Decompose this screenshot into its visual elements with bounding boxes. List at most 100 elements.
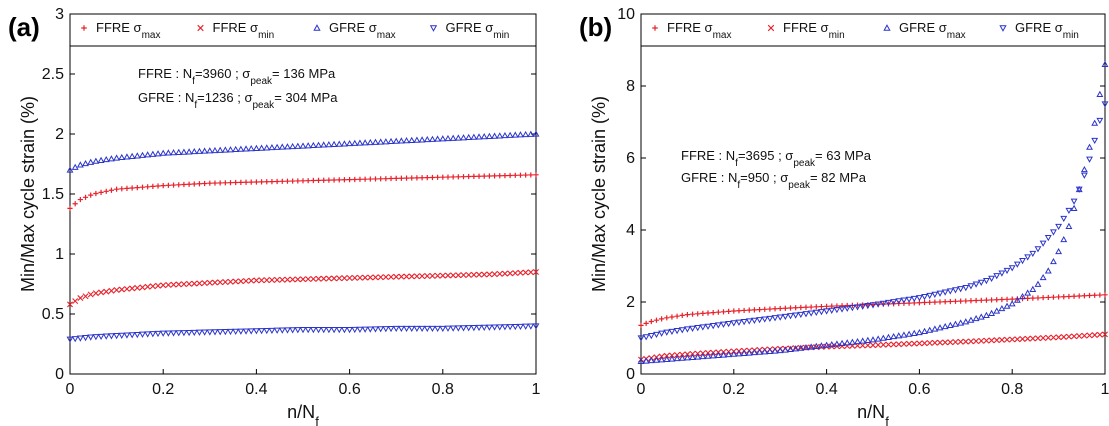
data-point	[813, 304, 819, 310]
data-point	[378, 176, 384, 182]
data-point	[710, 310, 716, 316]
data-point	[496, 132, 504, 139]
data-point	[144, 151, 152, 158]
data-point	[123, 332, 131, 339]
data-point	[92, 290, 99, 297]
data-point	[782, 305, 788, 311]
data-point	[222, 180, 228, 186]
data-point	[838, 339, 846, 346]
x-tick-label: 0.4	[815, 381, 837, 398]
data-point	[388, 273, 395, 280]
data-point	[279, 276, 286, 283]
data-point	[387, 325, 395, 333]
data-point	[133, 152, 141, 159]
data-point	[134, 185, 140, 191]
data-point	[1066, 293, 1072, 300]
data-point	[145, 184, 151, 190]
data-point	[305, 178, 311, 184]
data-point	[679, 312, 685, 318]
data-point	[689, 325, 697, 332]
data-point	[664, 315, 670, 321]
data-point	[382, 274, 389, 281]
data-point	[165, 182, 171, 188]
legend-box	[69, 13, 537, 47]
data-point	[1096, 331, 1103, 338]
data-point	[507, 172, 513, 179]
data-point	[678, 327, 686, 334]
data-point	[532, 130, 540, 137]
data-point	[243, 179, 249, 185]
data-point	[937, 339, 944, 346]
data-point	[941, 289, 949, 296]
data-point	[216, 329, 224, 336]
data-point	[673, 328, 681, 335]
data-point	[439, 272, 446, 279]
data-point	[341, 177, 348, 183]
x-tick-label: 0.8	[432, 381, 454, 398]
data-point	[1086, 292, 1093, 299]
data-point	[926, 292, 934, 300]
data-point	[72, 201, 78, 207]
data-point	[916, 340, 923, 347]
data-point	[864, 342, 871, 349]
data-point	[150, 183, 156, 189]
data-point	[910, 295, 918, 303]
data-point	[921, 327, 929, 334]
data-point	[648, 318, 654, 325]
data-point	[756, 348, 764, 355]
data-point	[331, 275, 338, 282]
x-tick-label: 0.4	[245, 381, 267, 398]
data-point	[787, 305, 794, 311]
data-point	[300, 276, 306, 283]
data-point	[315, 141, 322, 148]
data-point	[776, 314, 784, 321]
data-point	[377, 138, 385, 145]
data-point	[258, 328, 266, 335]
data-point	[653, 331, 660, 339]
data-point	[476, 173, 482, 179]
data-point	[905, 330, 913, 337]
data-point	[1019, 258, 1026, 265]
data-point	[175, 330, 183, 337]
data-point	[170, 281, 177, 288]
data-point	[242, 145, 250, 152]
data-point	[1049, 229, 1057, 236]
data-point	[781, 346, 789, 353]
data-point	[92, 334, 100, 341]
data-point	[994, 297, 1000, 303]
data-point	[445, 174, 451, 180]
data-point	[273, 143, 281, 150]
series-triangle-down	[637, 101, 1109, 342]
data-point	[1060, 333, 1067, 340]
data-point	[202, 180, 208, 187]
data-point	[766, 315, 774, 323]
data-point	[663, 355, 671, 362]
data-point	[1096, 117, 1104, 125]
data-point	[118, 332, 126, 339]
data-point	[1019, 335, 1026, 342]
data-point	[776, 346, 784, 354]
data-point	[915, 295, 923, 302]
data-point	[746, 307, 752, 313]
data-point	[905, 296, 913, 303]
data-point	[972, 281, 980, 288]
data-point	[926, 326, 934, 333]
data-point	[973, 297, 979, 304]
data-point	[128, 332, 136, 339]
data-point	[76, 161, 84, 168]
data-point	[212, 180, 218, 186]
data-point	[906, 340, 913, 347]
data-point	[787, 345, 794, 352]
data-point	[340, 327, 348, 334]
data-point	[159, 149, 167, 156]
data-point	[201, 329, 209, 336]
data-point	[952, 287, 959, 294]
data-point	[290, 178, 296, 184]
data-point	[480, 324, 488, 331]
data-point	[361, 139, 369, 146]
data-point	[496, 270, 503, 277]
series-plus	[638, 292, 1108, 328]
data-point	[880, 341, 887, 348]
y-tick-label: 8	[626, 78, 635, 95]
data-point	[284, 327, 291, 334]
